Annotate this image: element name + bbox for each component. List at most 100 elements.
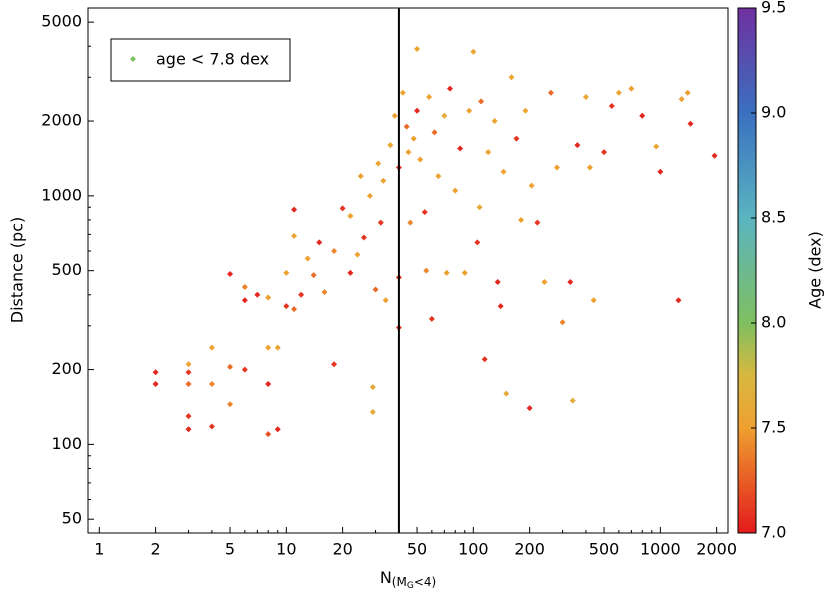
data-point (628, 85, 635, 92)
data-point (491, 118, 498, 125)
data-point (208, 344, 215, 351)
x-label-sub: <4) (414, 575, 436, 589)
y-tick-label: 5000 (41, 12, 82, 31)
data-point (426, 93, 433, 100)
data-point (476, 204, 483, 211)
x-tick-label: 500 (589, 540, 620, 559)
y-tick-label: 500 (51, 260, 82, 279)
data-point (291, 232, 298, 239)
colorbar-tick-label: 7.5 (761, 418, 786, 437)
data-point (513, 135, 520, 142)
x-label-main: N (380, 568, 392, 587)
colorbar-tick-label: 8.5 (761, 208, 786, 227)
data-point (316, 239, 323, 246)
data-point (497, 303, 504, 310)
data-point (457, 145, 464, 152)
data-point (421, 209, 428, 216)
data-point (414, 45, 421, 52)
data-point (380, 177, 387, 184)
data-point (347, 212, 354, 219)
colorbar-tick-label: 8.0 (761, 313, 786, 332)
y-axis-label: Distance (pc) (8, 217, 27, 323)
data-point (494, 279, 501, 286)
data-point (508, 74, 515, 81)
data-point (241, 297, 248, 304)
data-point (653, 143, 660, 150)
data-point (366, 192, 373, 199)
data-point (372, 286, 379, 293)
data-point (553, 164, 560, 171)
data-point (208, 380, 215, 387)
data-point (461, 269, 468, 276)
data-point (452, 187, 459, 194)
data-point (298, 291, 305, 298)
data-point (185, 413, 192, 420)
data-point (657, 168, 664, 175)
data-point (254, 291, 261, 298)
data-point (586, 164, 593, 171)
data-point (687, 120, 694, 127)
data-point (470, 48, 477, 55)
data-point (185, 380, 192, 387)
data-point (559, 319, 566, 326)
data-point (675, 297, 682, 304)
data-point (304, 255, 311, 262)
legend-marker (130, 56, 136, 62)
data-point (331, 247, 338, 254)
data-point (241, 366, 248, 373)
data-point (357, 173, 364, 180)
legend-label: age < 7.8 dex (156, 50, 269, 69)
y-tick-label: 100 (51, 434, 82, 453)
data-point (185, 369, 192, 376)
data-point (466, 107, 473, 114)
data-point (375, 160, 382, 167)
data-point (474, 239, 481, 246)
data-point (590, 297, 597, 304)
x-tick-label: 5 (225, 540, 235, 559)
data-point (711, 152, 718, 159)
colorbar (737, 7, 757, 534)
colorbar-label: Age (dex) (806, 231, 825, 309)
data-point (274, 344, 281, 351)
data-point (331, 361, 338, 368)
data-point (534, 219, 541, 226)
data-point (265, 294, 272, 301)
data-point (569, 397, 576, 404)
data-point (608, 102, 615, 109)
data-point (446, 85, 453, 92)
data-point (485, 149, 492, 156)
x-axis-label: N(MG<4) (380, 568, 436, 591)
data-point (227, 401, 234, 408)
data-point (522, 107, 529, 114)
data-point (407, 219, 414, 226)
data-point (360, 234, 367, 241)
data-point (403, 123, 410, 130)
data-point (347, 269, 354, 276)
y-tick-label: 50 (62, 509, 82, 528)
colorbar-tick-label: 7.0 (761, 523, 786, 542)
x-label-sub: (M (392, 575, 407, 589)
data-point (443, 269, 450, 276)
data-point (152, 380, 159, 387)
data-point (547, 89, 554, 96)
data-point (369, 408, 376, 415)
data-point (265, 380, 272, 387)
data-point (541, 279, 548, 286)
data-point (185, 361, 192, 368)
data-point (382, 297, 389, 304)
data-point (399, 89, 406, 96)
x-tick-label: 1 (94, 540, 104, 559)
data-point (574, 142, 581, 149)
data-point (428, 315, 435, 322)
data-point (615, 89, 622, 96)
data-point (321, 289, 328, 296)
legend-box (110, 38, 291, 82)
data-point (518, 216, 525, 223)
data-point (227, 270, 234, 277)
data-point (639, 112, 646, 119)
data-point (265, 344, 272, 351)
y-tick-label: 200 (51, 359, 82, 378)
data-point (582, 93, 589, 100)
data-point (478, 98, 485, 105)
